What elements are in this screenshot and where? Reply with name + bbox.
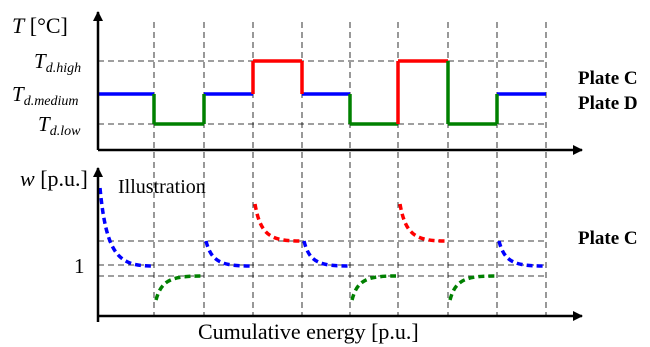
temperature-profile [98, 59, 546, 126]
cumulative-energy-label: Cumulative energy [p.u.] [198, 319, 419, 344]
weight-curve [497, 240, 545, 268]
bottom-level-guides [98, 240, 548, 277]
high-level-label: Td.high [34, 49, 81, 76]
low-level-label: Td.low [38, 112, 81, 139]
axes [93, 11, 583, 322]
weight-curves [98, 187, 545, 301]
plate-c-lower-label: Plate C [578, 228, 638, 249]
vertical-guide-lines [153, 22, 547, 316]
illustration-label: Illustration [118, 176, 206, 198]
medium-level-label: Td.medium [12, 82, 79, 109]
tick-one-label: 1 [74, 254, 85, 278]
plate-c-label: Plate C [578, 68, 638, 89]
weight-curve [448, 274, 496, 301]
weight-curve [302, 240, 349, 268]
weight-axis-label: w [p.u.] [20, 166, 88, 191]
weight-curve [398, 203, 447, 243]
plate-d-label: Plate D [578, 93, 638, 114]
weight-curve [204, 240, 252, 268]
weight-curve [350, 274, 397, 301]
temperature-axis-label: T [°C] [12, 13, 68, 38]
weight-curve [253, 203, 301, 243]
weight-curve [98, 187, 153, 268]
weight-curve [154, 274, 203, 301]
